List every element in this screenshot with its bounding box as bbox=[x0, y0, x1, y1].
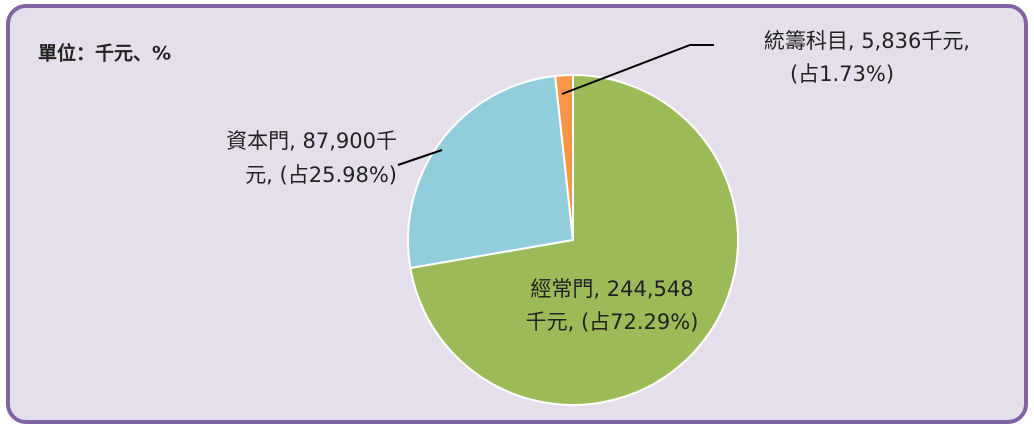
data-label: (占1.73%) bbox=[790, 62, 894, 86]
leader-line bbox=[561, 44, 714, 95]
data-label: 統籌科目, 5,836千元, bbox=[764, 29, 970, 53]
data-label: 千元, (占72.29%) bbox=[526, 310, 699, 334]
pie-slice bbox=[409, 73, 739, 406]
pie bbox=[407, 73, 739, 406]
data-label: 元, (占25.98%) bbox=[245, 163, 397, 187]
pie-slice bbox=[407, 74, 575, 270]
data-label: 資本門, 87,900千 bbox=[226, 129, 397, 153]
data-label: 經常門, 244,548 bbox=[530, 277, 693, 301]
leader-line bbox=[397, 149, 443, 166]
pie-slice bbox=[554, 73, 574, 241]
unit-note: 單位：千元、% bbox=[38, 42, 171, 65]
